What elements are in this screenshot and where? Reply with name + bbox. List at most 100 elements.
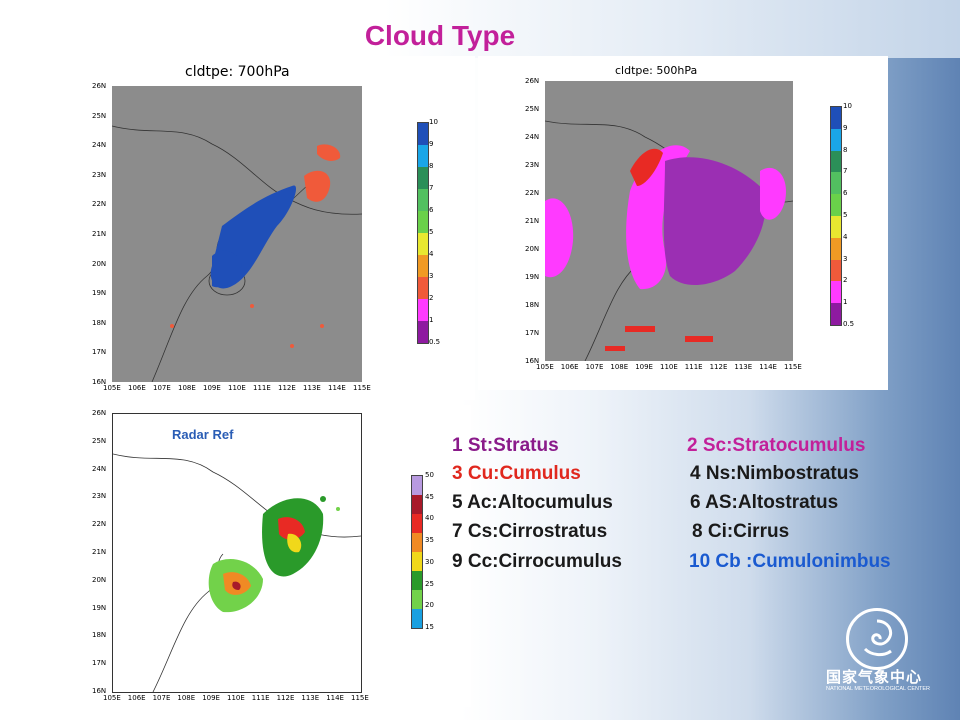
lon-tick-label: 105E	[103, 694, 121, 702]
colorbar-segment	[831, 194, 841, 216]
legend-row: 3 Cu:Cumulus	[452, 463, 581, 485]
colorbar-label: 6	[429, 206, 434, 214]
colorbar-segment	[418, 277, 428, 299]
legend-item: 1 St:Stratus	[452, 435, 559, 456]
lat-tick-label: 18N	[92, 631, 107, 640]
lon-tick-label: 112E	[709, 363, 728, 371]
lon-tick-label: 111E	[684, 363, 703, 371]
lon-tick-label: 115E	[353, 384, 371, 392]
colorbar-label: 6	[843, 189, 848, 198]
colorbar-label: 5	[843, 211, 848, 219]
legend-item: 9 Cc:Cirrocumulus	[452, 551, 622, 572]
lon-tick-label: 115E	[784, 363, 802, 371]
colorbar-label: 3	[843, 254, 848, 263]
colorbar-segment	[412, 495, 422, 514]
legend-item: 6 AS:Altostratus	[690, 492, 839, 513]
colorbar-500hpa-labels: 10 9 8 7 6 5 4 3 2 1 0.5	[843, 102, 863, 328]
colorbar-segment	[412, 552, 422, 571]
colorbar-label: 2	[843, 276, 848, 285]
colorbar-label: 25	[425, 579, 434, 588]
panel-radar: Radar Ref 50 45 40 35 30 25 20 15 26N 25N 24N 23N 2…	[85, 405, 471, 707]
colorbar-label: 9	[429, 140, 434, 148]
lon-tick-label: 108E	[610, 363, 629, 371]
lon-tick-label: 112E	[276, 694, 295, 702]
swirl-icon	[863, 619, 893, 657]
lon-tick-label: 114E	[759, 363, 777, 371]
map-500hpa	[545, 81, 793, 361]
lon-tick-label: 108E	[178, 384, 196, 392]
colorbar-segment	[418, 233, 428, 255]
lon-tick-label: 110E	[660, 363, 678, 371]
legend-row: 7 Cs:Cirrostratus	[452, 521, 607, 543]
map-700hpa	[112, 86, 362, 382]
logo-chinese-text: 国家气象中心	[826, 669, 923, 686]
lon-tick-label: 110E	[227, 694, 245, 702]
panel-700hpa: cldtpe: 700hPa 10 9 8 7 6 5 4 3 2 1 0.5 26N 25N 24N 2…	[90, 56, 475, 400]
legend-item: 7 Cs:Cirrostratus	[452, 521, 608, 542]
colorbar-label: 45	[425, 492, 434, 501]
legend-row: 4 Ns:Nimbostratus	[690, 463, 859, 485]
lon-tick-label: 107E	[152, 694, 171, 702]
lat-tick-label: 23N	[92, 170, 107, 179]
lat-tick-label: 17N	[92, 659, 107, 668]
lat-tick-label: 16N	[92, 687, 107, 695]
colorbar-label: 10	[843, 102, 852, 110]
lon-tick-label: 109E	[202, 694, 220, 702]
lon-tick-label: 113E	[301, 694, 320, 702]
legend-row: 10 Cb :Cumulonimbus	[689, 551, 891, 573]
lon-tick-label: 114E	[326, 694, 344, 702]
header-band	[0, 0, 960, 58]
lat-tick-label: 18N	[92, 318, 107, 327]
lat-tick-label: 19N	[92, 289, 107, 298]
logo-english-text: NATIONAL METEOROLOGICAL CENTER	[826, 686, 931, 692]
colorbar-segment	[831, 259, 841, 282]
radar-label: Radar Ref	[172, 427, 234, 442]
lon-tick-label: 113E	[303, 384, 321, 392]
nmc-logo	[846, 608, 908, 670]
colorbar-segment	[418, 211, 428, 233]
colorbar-label: 15	[425, 623, 434, 631]
lon-tick-label: 111E	[251, 694, 270, 702]
legend-item: 10 Cb :Cumulonimbus	[689, 551, 891, 572]
colorbar-label: 7	[843, 167, 848, 176]
colorbar-segment	[831, 172, 841, 195]
colorbar-700hpa	[417, 122, 429, 344]
legend-row: 1 St:Stratus	[452, 435, 559, 457]
legend-row: 5 Ac:Altocumulus	[452, 492, 613, 514]
lat-tick-label: 24N	[92, 141, 107, 150]
lon-ticks-700hpa: 105E 106E 107E 108E 109E 110E 111E 112E 113E 114E…	[103, 384, 371, 394]
colorbar-segment	[831, 303, 841, 325]
lon-tick-label: 114E	[328, 384, 346, 392]
colorbar-radar-labels: 50 45 40 35 30 25 20 15	[425, 471, 445, 631]
lat-tick-label: 21N	[92, 230, 107, 238]
colorbar-segment	[831, 237, 841, 260]
colorbar-label: 0.5	[429, 338, 441, 346]
lat-tick-label: 19N	[525, 273, 540, 281]
lat-tick-label: 24N	[525, 133, 540, 141]
colorbar-segment	[418, 167, 428, 189]
legend-row: 6 AS:Altostratus	[690, 492, 838, 514]
lon-ticks-radar: 105E 106E 107E 108E 109E 110E 111E 112E 113E 114E…	[103, 694, 369, 704]
lat-tick-label: 26N	[525, 77, 540, 85]
legend-item: 3 Cu:Cumulus	[452, 463, 581, 484]
colorbar-label: 1	[843, 298, 848, 307]
legend-row: 9 Cc:Cirrocumulus	[452, 551, 622, 573]
lon-tick-label: 105E	[536, 363, 554, 371]
colorbar-label: 20	[425, 601, 434, 610]
lon-tick-label: 106E	[128, 384, 146, 392]
colorbar-label: 0.5	[843, 320, 855, 328]
lon-tick-label: 106E	[560, 363, 579, 371]
lat-tick-label: 19N	[92, 603, 107, 612]
lon-tick-label: 109E	[203, 384, 221, 392]
colorbar-segment	[831, 150, 841, 173]
colorbar-segment	[412, 476, 422, 495]
colorbar-label: 50	[425, 471, 434, 479]
lat-tick-label: 18N	[525, 301, 540, 309]
lat-tick-label: 22N	[525, 189, 540, 197]
colorbar-500hpa	[830, 106, 842, 326]
colorbar-label: 40	[425, 514, 434, 523]
legend-item: 4 Ns:Nimbostratus	[690, 463, 859, 484]
colorbar-label: 35	[425, 536, 434, 545]
lat-tick-label: 20N	[92, 575, 107, 584]
colorbar-segment	[831, 107, 841, 129]
